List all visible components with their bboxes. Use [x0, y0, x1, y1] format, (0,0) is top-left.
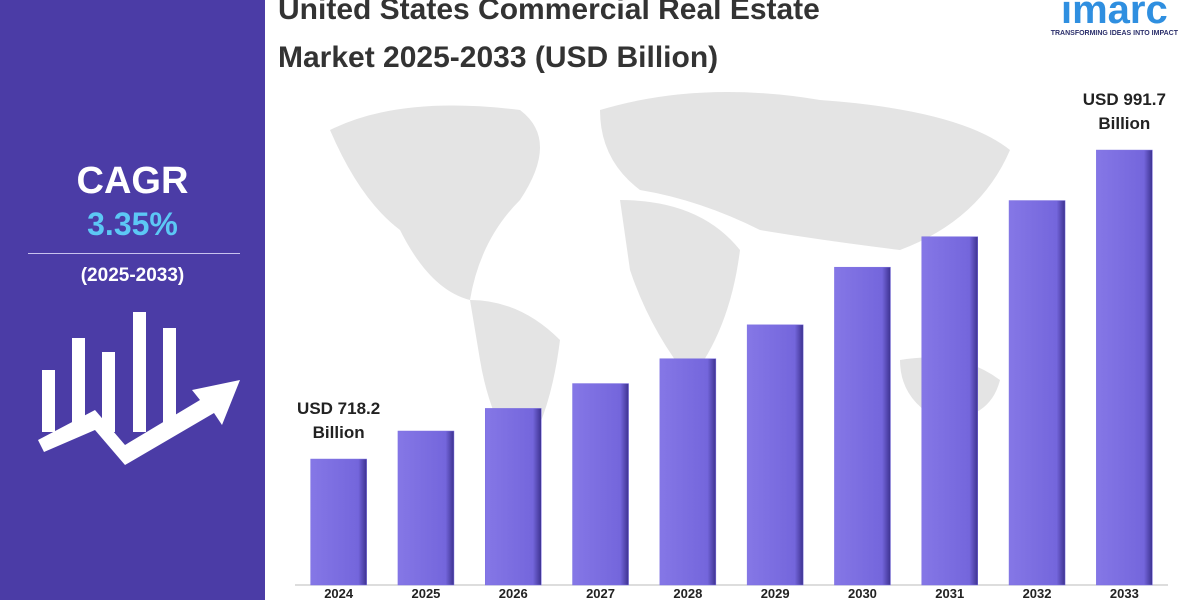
bar	[834, 266, 891, 586]
cagr-period: (2025-2033)	[80, 265, 185, 286]
title-line: Market 2025-2033 (USD Billion)	[278, 41, 719, 74]
x-tick-label: 2032	[1023, 586, 1052, 600]
bar	[485, 408, 542, 586]
logo-name: imarc	[1060, 0, 1168, 32]
growth-icon	[38, 312, 240, 465]
x-tick-label: 2033	[1110, 586, 1139, 600]
logo: imarc TRANSFORMING IDEAS INTO IMPACT	[1051, 0, 1178, 37]
bar	[746, 324, 804, 586]
cagr-label: CAGR	[76, 160, 189, 202]
x-tick-label: 2025	[411, 586, 440, 600]
title-line: United States Commercial Real Estate	[278, 0, 820, 26]
x-tick-label: 2026	[499, 586, 528, 600]
x-tick-label: 2029	[761, 586, 790, 600]
x-tick-label: 2028	[673, 586, 702, 600]
bar	[572, 383, 629, 586]
chart-title: United States Commercial Real Estate Mar…	[278, 0, 820, 82]
bar	[1008, 200, 1066, 586]
bar	[921, 236, 978, 586]
value-label: USD 991.7 Billion	[1082, 90, 1166, 134]
x-tick-label: 2030	[848, 586, 877, 600]
x-tick-label: 2024	[324, 586, 354, 600]
cagr-value: 3.35%	[87, 206, 178, 242]
sidebar: CAGR 3.35% (2025-2033)	[0, 0, 265, 600]
x-tick-label: 2027	[586, 586, 615, 600]
bar	[659, 358, 717, 586]
value-label: USD 718.2 Billion	[297, 399, 381, 443]
logo-tagline: TRANSFORMING IDEAS INTO IMPACT	[1050, 30, 1178, 37]
bar	[397, 430, 455, 586]
x-tick-label: 2031	[935, 586, 964, 600]
bar	[1096, 149, 1153, 586]
divider	[28, 253, 240, 254]
bar	[310, 458, 367, 586]
